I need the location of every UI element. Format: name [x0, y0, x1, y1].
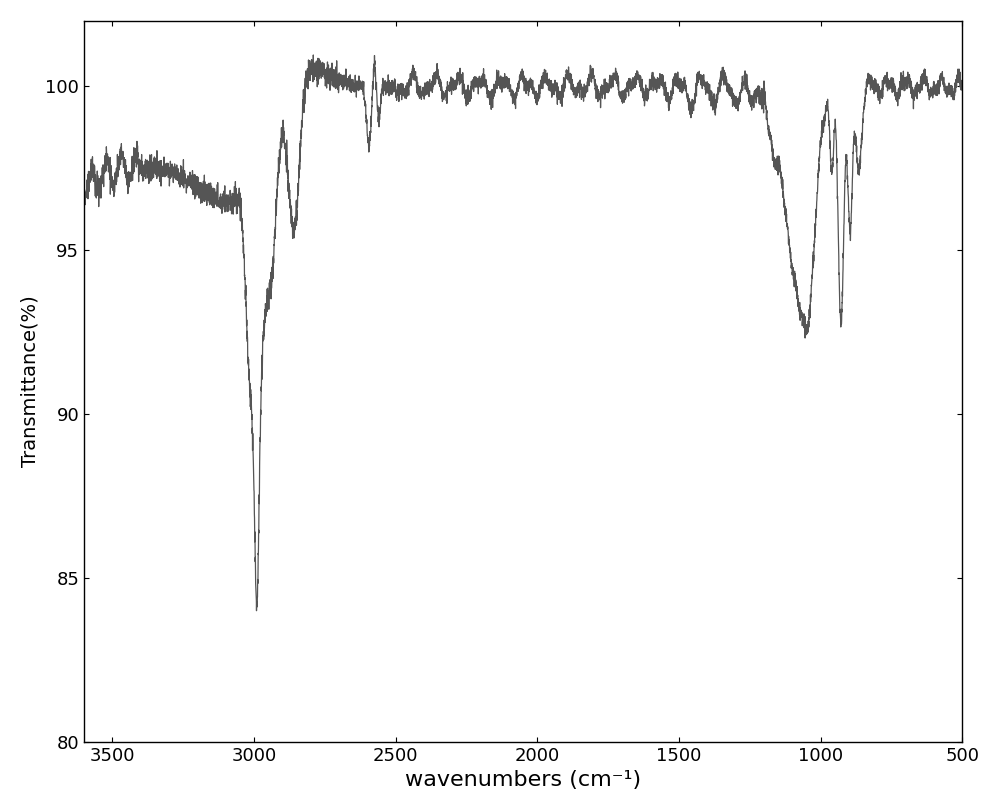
X-axis label: wavenumbers (cm⁻¹): wavenumbers (cm⁻¹) [405, 770, 641, 790]
Y-axis label: Transmittance(%): Transmittance(%) [21, 295, 40, 467]
